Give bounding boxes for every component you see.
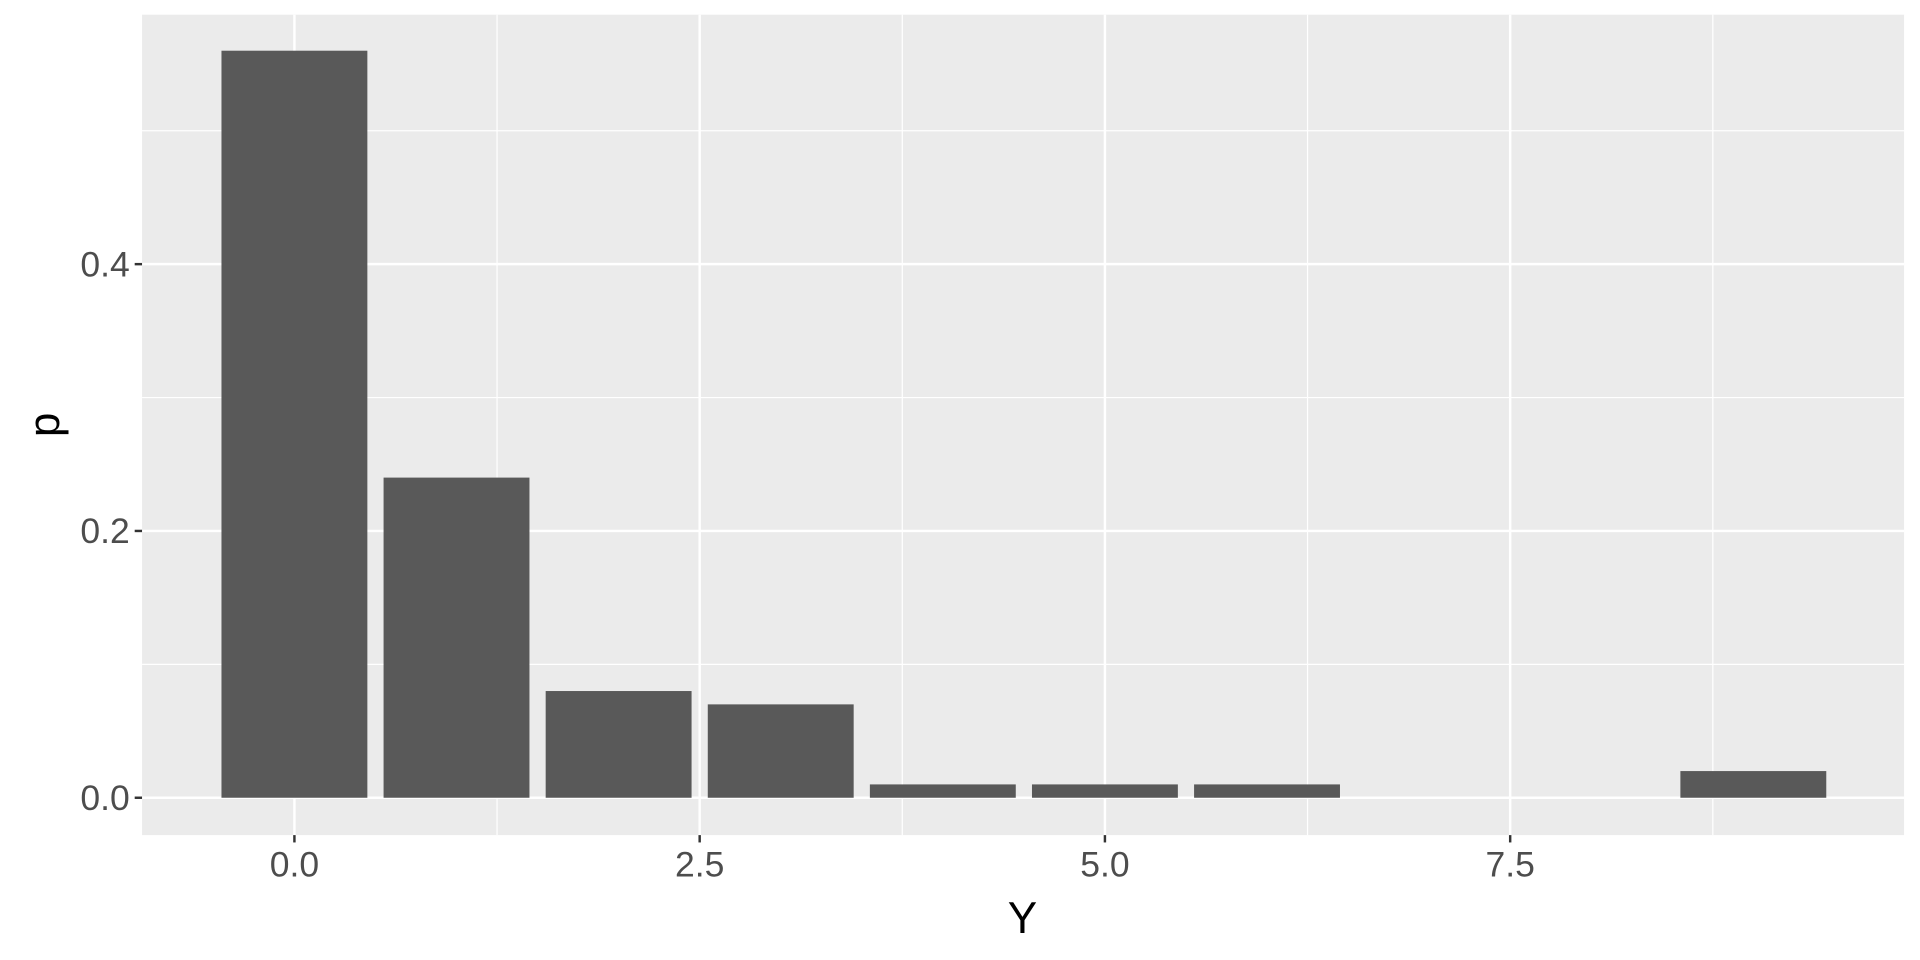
y-tick-label: 0.4	[80, 244, 129, 284]
x-tick-label: 0.0	[270, 845, 319, 885]
y-tick-label: 0.2	[80, 511, 129, 551]
y-tick-label: 0.0	[80, 778, 129, 818]
x-tick-label: 5.0	[1080, 845, 1129, 885]
x-tick-label: 2.5	[675, 845, 724, 885]
bar	[221, 50, 368, 798]
x-tick-label: 7.5	[1485, 845, 1534, 885]
bar	[1680, 771, 1827, 798]
bar	[545, 691, 692, 798]
bar	[383, 477, 530, 798]
x-axis-title: Y	[1008, 894, 1037, 943]
bar	[707, 704, 854, 798]
bar	[869, 784, 1016, 798]
bar	[1031, 784, 1178, 798]
bar	[1194, 784, 1340, 798]
y-axis-title: p	[20, 413, 69, 438]
axis-ticks: 0.0 2.5 5.0 7.5 0.0 0.2 0.4	[80, 244, 1534, 884]
bars	[221, 50, 1827, 798]
